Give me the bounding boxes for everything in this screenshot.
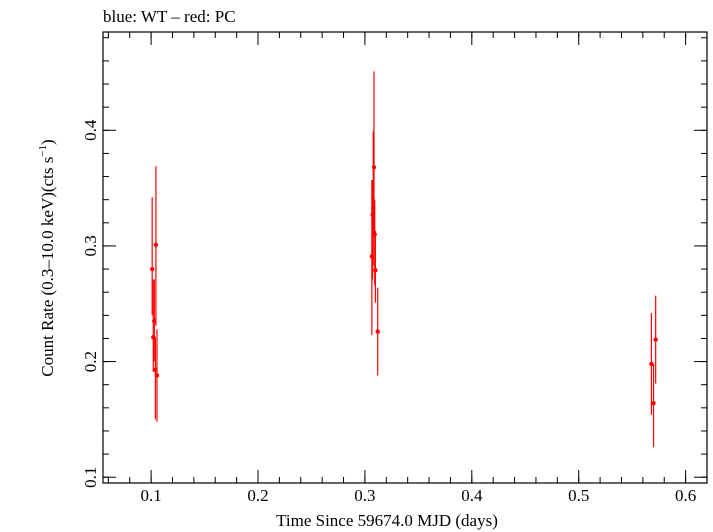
data-point xyxy=(371,165,377,170)
y-axis-label-main: Count Rate (0.3–10.0 keV)(cts s xyxy=(38,157,57,377)
y-tick-label: 0.4 xyxy=(81,119,100,141)
y-tick-label: 0.3 xyxy=(81,235,100,256)
x-tick-label: 0.5 xyxy=(568,486,589,505)
data-point xyxy=(149,266,155,272)
data-point xyxy=(373,268,378,273)
x-tick-label: 0.6 xyxy=(675,486,696,505)
data-point xyxy=(372,232,377,237)
data-point xyxy=(649,361,654,367)
y-tick-labels: 0.1 0.2 0.3 0.4 xyxy=(81,119,100,488)
y-tick-label: 0.1 xyxy=(81,467,100,488)
data-points xyxy=(149,71,658,448)
y-axis-label-close: ) xyxy=(38,139,57,145)
x-tick-label: 0.4 xyxy=(461,486,483,505)
plot-frame xyxy=(102,31,708,484)
data-point xyxy=(154,373,160,378)
x-axis-label: Time Since 59674.0 MJD (days) xyxy=(276,511,498,530)
axis-ticks xyxy=(103,32,708,483)
data-point xyxy=(153,242,159,247)
x-tick-labels: 0.1 0.2 0.3 0.4 0.5 0.6 xyxy=(140,486,696,505)
x-tick-label: 0.3 xyxy=(354,486,375,505)
y-axis-label: Count Rate (0.3–10.0 keV)(cts s−1) xyxy=(37,139,57,376)
x-tick-label: 0.2 xyxy=(247,486,268,505)
y-axis-label-sup: −1 xyxy=(37,145,49,157)
y-tick-label: 0.2 xyxy=(81,351,100,372)
chart-title: blue: WT – red: PC xyxy=(103,7,236,26)
data-point xyxy=(375,329,380,334)
data-point xyxy=(651,401,656,406)
x-tick-label: 0.1 xyxy=(140,486,161,505)
data-point xyxy=(653,337,658,342)
